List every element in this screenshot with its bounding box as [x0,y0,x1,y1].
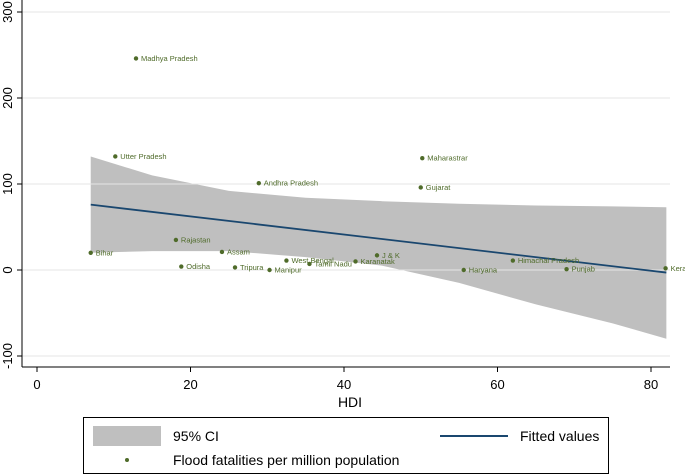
point-label: Madhya Pradesh [141,54,198,63]
data-point [510,258,516,263]
data-point [267,267,272,273]
ci-swatch [93,426,161,446]
point-label: Karanatak [361,257,395,266]
data-point [663,266,668,271]
fit-line-swatch [440,435,508,437]
y-tick-label: 100 [0,173,15,195]
data-point [113,154,118,159]
x-tick-label: 20 [183,377,197,392]
point-label: Utter Pradesh [120,152,166,161]
data-point [133,56,139,61]
point-label: Manipur [275,266,303,275]
point-label: Himachal Pradesh [518,256,579,265]
legend-fit-label: Fitted values [520,428,600,444]
x-tick-label: 80 [644,377,658,392]
point-label: Assam [227,247,250,256]
y-tick-label: -100 [0,343,15,369]
legend-points-label: Flood fatalities per million population [173,452,400,468]
data-point [179,264,184,269]
data-point [88,250,93,255]
point-label: Punjab [572,265,595,274]
point-label: Maharastrar [427,154,468,163]
data-point [353,259,358,264]
point-label: West Bengal [291,256,334,265]
point-label: Kerala [671,264,685,273]
ci-band [90,156,667,339]
data-point [307,261,312,267]
data-point [461,267,466,273]
point-label: Tamil Nadu [314,259,352,268]
y-tick-label: 300 [0,1,15,23]
point-label: Haryana [469,266,498,275]
y-tick-label: 200 [0,87,15,109]
data-point [374,253,380,258]
point-label: Rajastan [181,235,211,244]
x-tick-label: 60 [490,377,504,392]
legend-item-points: Flood fatalities per million population [93,450,399,470]
point-label: Andhra Pradesh [264,179,318,188]
point-marker-swatch [93,450,161,470]
data-point [420,156,425,161]
point-label: J & K [382,251,400,260]
point-label: Bihar [96,248,114,257]
point-label: Tripura [240,263,264,272]
x-tick-label: 40 [337,377,351,392]
data-point [232,265,238,270]
legend-item-ci: 95% CI [93,426,219,446]
point-label: Gujarat [426,183,452,192]
fitted-line [90,203,667,274]
data-point [564,266,569,272]
legend-ci-label: 95% CI [173,428,219,444]
x-axis-title: HDI [338,394,362,410]
data-point [418,185,423,190]
data-point [173,237,179,243]
legend: 95% CI Fitted values Flood fatalities pe… [83,417,609,474]
data-point [256,180,262,186]
data-point [219,249,225,255]
x-tick-label: 0 [33,377,40,392]
point-label: Odisha [186,262,211,271]
y-tick-label: 0 [0,266,15,273]
legend-item-fit: Fitted values [440,428,599,444]
data-point [284,258,289,263]
